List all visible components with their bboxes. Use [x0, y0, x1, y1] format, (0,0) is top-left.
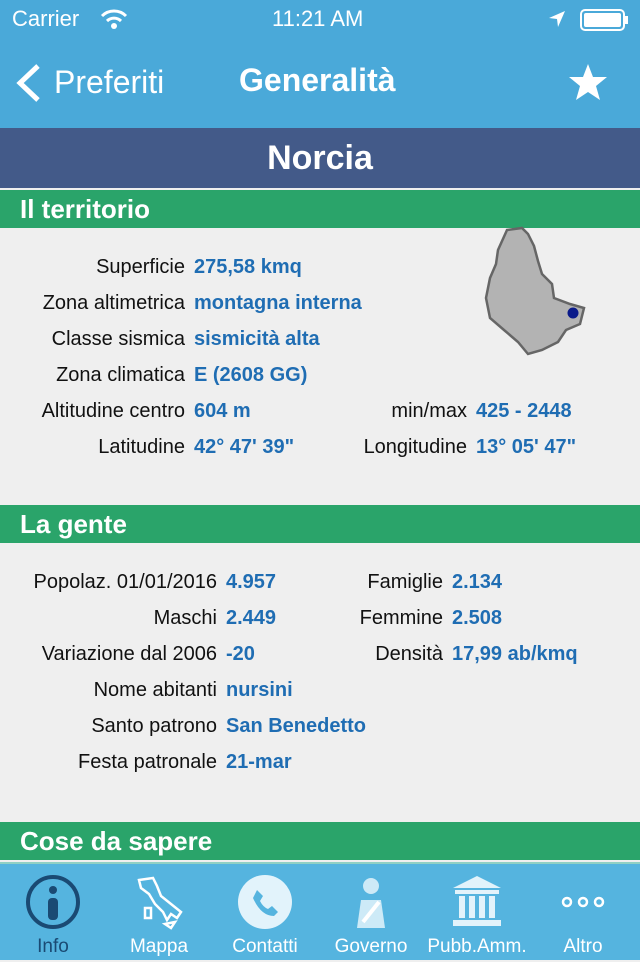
info-row: Altitudine centro 604 m min/max 425 - 244…: [0, 393, 640, 429]
field-value: 275,58 kmq: [194, 256, 302, 278]
top-bar: Carrier 11:21 AM Preferiti Generalità: [0, 0, 640, 128]
field-label: Zona altimetrica: [42, 292, 185, 314]
field-value: 17,99 ab/kmq: [452, 643, 578, 665]
field-label: Variazione dal 2006: [41, 643, 217, 665]
field-label: Famiglie: [367, 571, 443, 593]
field-value: sismicità alta: [194, 328, 320, 350]
region-map: [484, 226, 586, 356]
field-value: nursini: [226, 679, 293, 701]
info-icon: [26, 875, 80, 929]
info-row: Classe sismica sismicità alta: [0, 321, 640, 357]
section-gente: La gente: [0, 505, 640, 543]
tab-label: Pubb.Amm.: [427, 936, 527, 957]
italy-map-icon: [137, 876, 183, 930]
field-value: 2.134: [452, 571, 503, 593]
field-value: -20: [226, 643, 255, 665]
field-label: Superficie: [96, 256, 185, 278]
clock: 11:21 AM: [272, 6, 364, 31]
tab-info[interactable]: Info: [0, 864, 106, 962]
town-title: Norcia: [0, 128, 640, 188]
info-row: Santo patrono San Benedetto: [0, 708, 640, 744]
info-row: Popolaz. 01/01/2016 4.957 Famiglie 2.134: [0, 564, 640, 600]
field-value: 2.508: [452, 607, 503, 629]
tab-bar: Info Mappa Contatti Governo Pubb.Amm. Al…: [0, 862, 640, 960]
field-label: Santo patrono: [91, 715, 217, 737]
section-territorio: Il territorio: [0, 190, 640, 228]
tab-label: Mappa: [129, 936, 189, 957]
wifi-icon: [100, 9, 128, 29]
field-value: 425 - 2448: [476, 400, 572, 422]
location-icon: [549, 11, 565, 27]
tab-governo[interactable]: Governo: [318, 864, 424, 962]
field-label: Classe sismica: [51, 328, 185, 350]
field-label: Longitudine: [363, 436, 467, 458]
field-value: 4.957: [226, 571, 277, 593]
field-value: San Benedetto: [226, 715, 367, 737]
carrier: Carrier: [12, 6, 80, 31]
tab-pubb-amm[interactable]: Pubb.Amm.: [424, 864, 530, 962]
phone-icon: [238, 875, 292, 929]
star-favorite-icon[interactable]: [568, 63, 608, 101]
info-row: Variazione dal 2006 -20 Densità 17,99 ab/…: [0, 636, 640, 672]
tab-mappa[interactable]: Mappa: [106, 864, 212, 962]
back-button[interactable]: Preferiti: [14, 60, 184, 104]
mayor-icon: [357, 878, 385, 928]
field-label: Latitudine: [98, 436, 185, 458]
tab-contatti[interactable]: Contatti: [212, 864, 318, 962]
field-label: Nome abitanti: [93, 679, 217, 701]
tab-label: Contatti: [232, 936, 298, 957]
info-row: Nome abitanti nursini: [0, 672, 640, 708]
field-label: Altitudine centro: [41, 400, 185, 422]
town-marker: [567, 307, 579, 319]
field-value: 42° 47' 39": [194, 436, 295, 458]
tab-label: Governo: [334, 936, 408, 957]
more-icon: [561, 896, 605, 908]
info-row: Maschi 2.449 Femmine 2.508: [0, 600, 640, 636]
field-label: Densità: [375, 643, 443, 665]
field-label: Femmine: [359, 607, 443, 629]
field-value: montagna interna: [194, 292, 362, 314]
field-label: Popolaz. 01/01/2016: [33, 571, 218, 593]
building-icon: [453, 876, 501, 926]
field-label: min/max: [391, 400, 467, 422]
field-label: Maschi: [153, 607, 217, 629]
field-value: 2.449: [226, 607, 277, 629]
info-row: Superficie 275,58 kmq: [0, 249, 640, 285]
section-cose-da-sapere[interactable]: Cose da sapere: [0, 822, 640, 860]
tab-label: Altro: [563, 936, 603, 957]
info-row: Zona altimetrica montagna interna: [0, 285, 640, 321]
tab-altro[interactable]: Altro: [530, 864, 636, 962]
field-value: 21-mar: [226, 751, 292, 773]
nav-title: Generalità: [239, 62, 396, 98]
field-label: Zona climatica: [56, 364, 185, 386]
field-label: Festa patronale: [78, 751, 217, 773]
info-row: Zona climatica E (2608 GG): [0, 357, 640, 393]
back-label: Preferiti: [54, 64, 165, 100]
tab-label: Info: [37, 936, 69, 957]
field-value: E (2608 GG): [194, 364, 308, 386]
info-row: Festa patronale 21-mar: [0, 744, 640, 780]
chevron-left-icon: [16, 64, 40, 102]
info-row: Latitudine 42° 47' 39" Longitudine 13° 05…: [0, 429, 640, 465]
field-value: 13° 05' 47": [476, 436, 577, 458]
field-value: 604 m: [194, 400, 251, 422]
battery-icon: [580, 9, 628, 31]
